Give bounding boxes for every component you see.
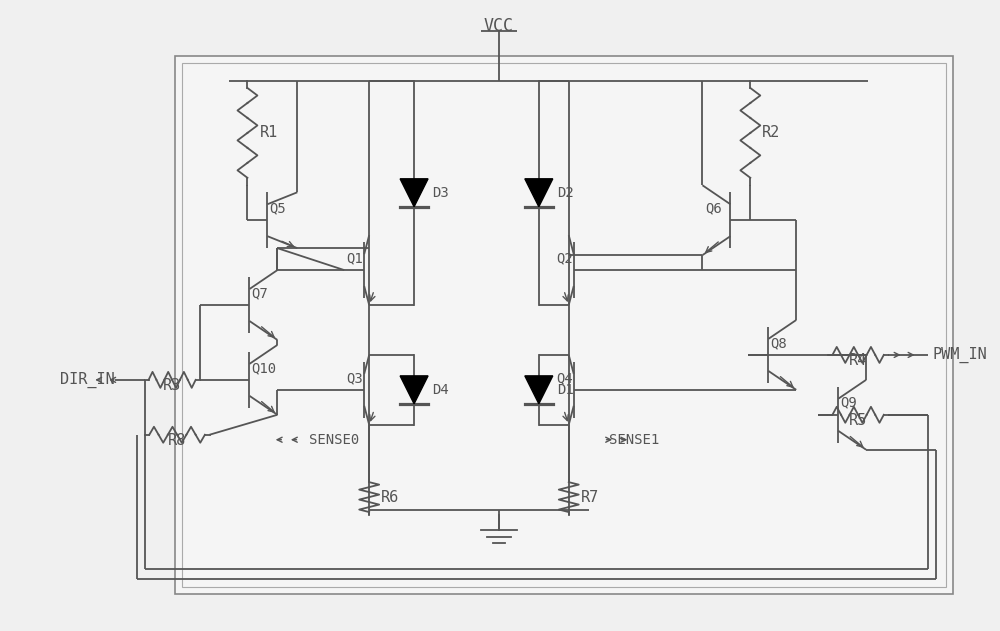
FancyBboxPatch shape	[182, 62, 946, 587]
Text: Q4: Q4	[556, 371, 573, 385]
Text: R4: R4	[849, 353, 867, 368]
Text: Q3: Q3	[346, 371, 363, 385]
Text: Q2: Q2	[556, 251, 573, 265]
Polygon shape	[525, 376, 553, 404]
Text: D2: D2	[557, 186, 574, 200]
Text: Q1: Q1	[346, 251, 363, 265]
Polygon shape	[400, 179, 428, 207]
Text: VCC: VCC	[484, 16, 514, 35]
Text: Q10: Q10	[251, 361, 277, 375]
Text: Q6: Q6	[705, 201, 722, 215]
Text: R2: R2	[762, 126, 781, 141]
Text: DIR_IN: DIR_IN	[60, 372, 115, 388]
Text: Q5: Q5	[269, 201, 286, 215]
Text: D4: D4	[432, 383, 449, 397]
Text: Q7: Q7	[251, 286, 268, 300]
Text: Q8: Q8	[770, 336, 787, 350]
Text: D3: D3	[432, 186, 449, 200]
Text: R1: R1	[259, 126, 278, 141]
Text: R6: R6	[381, 490, 399, 505]
Text: R7: R7	[581, 490, 599, 505]
Text: R3: R3	[163, 378, 181, 393]
FancyBboxPatch shape	[175, 56, 953, 594]
Text: Q9: Q9	[840, 396, 857, 410]
Text: R8: R8	[168, 433, 186, 448]
Text: SENSE0: SENSE0	[309, 433, 360, 447]
Polygon shape	[400, 376, 428, 404]
Text: D1: D1	[557, 383, 574, 397]
Text: SENSE1: SENSE1	[609, 433, 659, 447]
Text: R5: R5	[849, 413, 867, 428]
Text: PWM_IN: PWM_IN	[933, 347, 988, 363]
Polygon shape	[525, 179, 553, 207]
